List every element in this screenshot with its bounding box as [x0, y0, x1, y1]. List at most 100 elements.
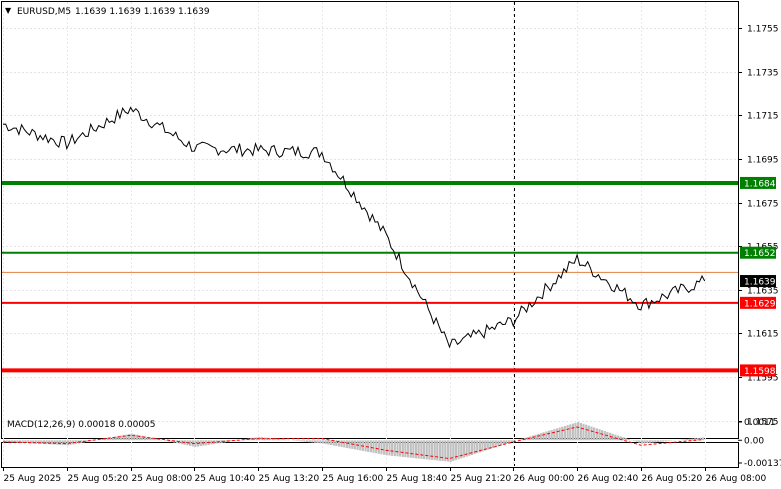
macd-bar — [399, 440, 402, 457]
macd-bar — [8, 440, 11, 443]
macd-bar — [228, 440, 232, 442]
macd-bar — [205, 440, 208, 446]
macd-bar — [476, 440, 479, 454]
macd-bar — [274, 438, 277, 441]
macd-bar — [98, 439, 101, 441]
macd-bar — [316, 440, 319, 444]
macd-bar — [404, 440, 407, 458]
macd-bar — [194, 440, 197, 447]
x-tick-label: 25 Aug 21:20 — [451, 474, 512, 484]
macd-bar — [659, 440, 662, 442]
macd-bar — [32, 440, 35, 444]
macd-bar — [683, 439, 686, 441]
macd-bar — [189, 440, 192, 446]
macd-bar — [295, 440, 298, 441]
support-resistance-levels — [2, 180, 738, 373]
macd-bar — [314, 440, 317, 443]
macd-bar — [688, 438, 691, 441]
macd-bar — [369, 440, 372, 453]
level-badge-label: 1.1652 — [744, 249, 776, 259]
macd-bar — [327, 440, 330, 445]
macd-bar — [691, 438, 694, 441]
macd-bar — [16, 440, 19, 443]
macd-bar — [106, 438, 109, 441]
x-tick-label: 25 Aug 18:40 — [387, 474, 448, 484]
level-badge — [740, 176, 776, 189]
macd-bar — [513, 440, 516, 442]
macd-bar — [215, 440, 218, 444]
macd-bar — [337, 440, 341, 447]
macd-bar — [165, 440, 168, 441]
horizontal-grid — [2, 28, 738, 422]
macd-bar — [308, 440, 311, 443]
macd-bar — [396, 440, 399, 457]
macd-bar — [321, 440, 325, 444]
x-tick-label: 25 Aug 10:40 — [195, 474, 256, 484]
y-tick-label: 1.1615 — [747, 330, 779, 340]
macd-bar — [276, 438, 279, 441]
macd-bar — [430, 440, 434, 460]
x-tick-label: 26 Aug 02:40 — [578, 474, 639, 484]
macd-bar — [422, 440, 426, 460]
macd-bar — [104, 438, 107, 441]
macd-bar — [268, 438, 271, 441]
macd-bar — [457, 440, 460, 460]
level-badge — [740, 296, 776, 309]
y-tick-label: 1.1755 — [747, 25, 779, 35]
macd-bar — [61, 440, 64, 445]
macd-bar — [146, 436, 149, 441]
macd-y-tick-label: -0.00137 — [744, 459, 781, 469]
macd-bar — [21, 440, 24, 443]
macd-bar — [18, 440, 22, 443]
current-price-label: 1.1639 — [744, 278, 776, 288]
macd-bar — [502, 440, 505, 445]
macd-bar — [393, 440, 396, 457]
macd-bar — [500, 440, 503, 446]
macd-bar — [420, 440, 423, 459]
macd-bar — [56, 440, 59, 445]
macd-bar — [566, 425, 569, 441]
y-tick-label: 1.1715 — [747, 112, 779, 122]
macd-bar — [138, 435, 141, 441]
macd-bar — [122, 435, 125, 441]
macd-bar — [632, 440, 636, 441]
macd-bar — [585, 424, 588, 441]
macd-bar — [151, 438, 154, 441]
time-axis[interactable]: 25 Aug 2025 25 Aug 05:20 25 Aug 08:00 25 Au… — [3, 467, 767, 484]
macd-bar — [492, 440, 495, 448]
macd-bar — [537, 433, 540, 441]
macd-bar — [486, 440, 489, 450]
macd-bar — [74, 440, 77, 444]
macd-bar — [284, 439, 287, 441]
macd-bar — [154, 438, 157, 441]
y-tick-label: 1.1675 — [747, 200, 779, 210]
price-line — [2, 106, 706, 349]
macd-bar — [617, 435, 620, 441]
chevron-down-icon[interactable]: ▼ — [5, 6, 12, 15]
macd-bar — [335, 440, 338, 446]
macd-bar — [119, 435, 123, 441]
macd-bar — [664, 440, 667, 442]
macd-y-tick-label: 0.00 — [744, 436, 764, 446]
macd-bar — [388, 440, 391, 456]
macd-bar — [135, 434, 139, 441]
macd-bar — [279, 439, 282, 441]
x-tick-label: 25 Aug 2025 — [4, 474, 62, 484]
macd-bar — [505, 440, 508, 444]
macd-bar — [42, 440, 46, 444]
macd-bar — [699, 437, 702, 441]
macd-bar — [635, 440, 638, 442]
macd-bar — [303, 440, 306, 442]
macd-bar — [598, 429, 601, 441]
x-tick-label: 25 Aug 05:20 — [68, 474, 129, 484]
y-tick-label: 1.1595 — [747, 374, 779, 384]
macd-axis[interactable]: 0.0011 0.00 -0.00137 — [738, 418, 781, 469]
macd-bar — [117, 436, 120, 441]
macd-bar — [465, 440, 468, 457]
symbol-label: EURUSD,M5 — [17, 7, 71, 17]
macd-bar — [37, 440, 40, 444]
macd-bar — [654, 440, 657, 443]
macd-bar — [667, 440, 670, 441]
macd-bar — [332, 440, 335, 446]
